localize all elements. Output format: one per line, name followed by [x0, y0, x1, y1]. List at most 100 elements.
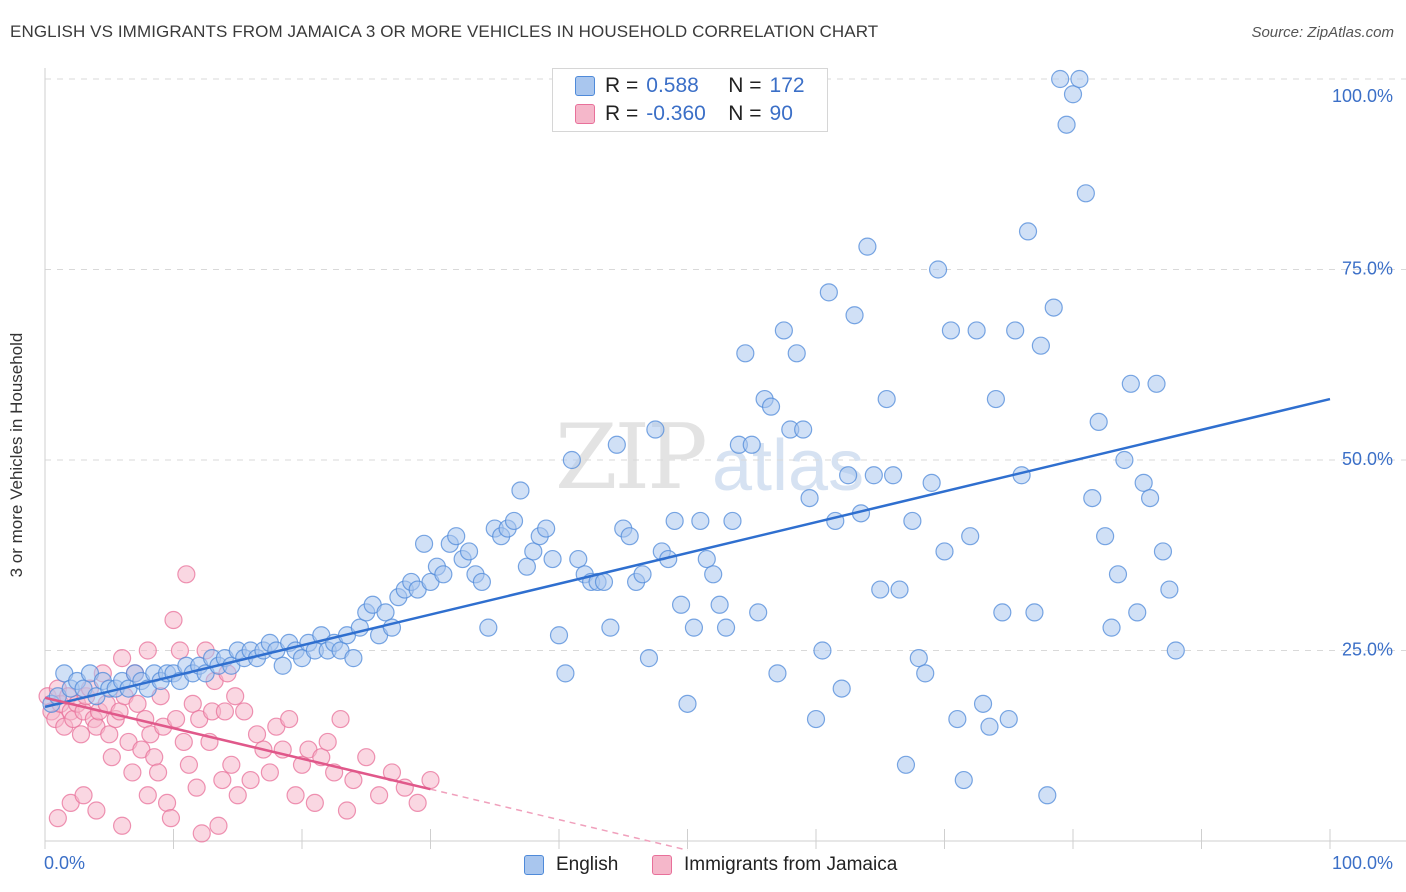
jamaica-point: [209, 816, 228, 835]
english-point: [948, 709, 967, 729]
english-point: [556, 664, 575, 683]
n-label: N =: [728, 74, 762, 97]
english-point: [973, 694, 993, 713]
english-point: [1134, 473, 1153, 492]
jamaica-swatch: [652, 855, 672, 875]
english-point: [883, 466, 903, 485]
jamaica-point: [183, 694, 202, 713]
english-point: [986, 389, 1006, 409]
english-trend-line: [44, 397, 1331, 709]
correlation-box: R = 0.588 N = 172 R = -0.360 N = 90: [552, 68, 828, 132]
english-point: [434, 565, 453, 584]
english-swatch: [575, 76, 595, 96]
jamaica-point: [166, 709, 186, 729]
english-point: [1121, 374, 1140, 393]
english-point: [524, 542, 543, 561]
legend-label-jamaica: Immigrants from Jamaica: [684, 854, 898, 875]
english-point: [511, 481, 530, 500]
correlation-row-jamaica: R = -0.360 N = 90: [575, 101, 793, 127]
jamaica-point: [241, 770, 260, 790]
english-point: [890, 580, 909, 599]
english-point: [704, 565, 723, 584]
jamaica-point: [48, 809, 67, 828]
jamaica-point: [145, 748, 164, 767]
jamaica-point: [344, 770, 363, 790]
english-point: [749, 603, 768, 622]
jamaica-point: [215, 702, 234, 721]
legend-item-jamaica[interactable]: Immigrants from Jamaica: [652, 852, 897, 878]
english-point: [1044, 298, 1063, 317]
english-point: [999, 709, 1018, 729]
jamaica-point: [286, 786, 305, 805]
r-label: R =: [605, 74, 639, 97]
english-point: [691, 511, 710, 531]
english-point: [877, 389, 896, 409]
jamaica-point: [138, 786, 157, 805]
n-value: 172: [769, 74, 805, 97]
jamaica-point: [177, 565, 196, 584]
english-point: [1153, 542, 1173, 561]
english-point: [787, 344, 806, 363]
english-point: [504, 511, 524, 531]
english-point: [684, 618, 704, 637]
english-point: [1083, 489, 1102, 508]
english-point: [800, 489, 819, 508]
jamaica-point: [260, 763, 279, 782]
english-point: [376, 603, 395, 622]
jamaica-point: [100, 725, 119, 744]
english-point: [896, 755, 916, 774]
english-point: [1128, 603, 1147, 622]
jamaica-point: [318, 732, 337, 752]
english-point: [678, 694, 697, 713]
english-point: [761, 397, 781, 416]
english-point: [594, 572, 614, 592]
jamaica-point: [71, 725, 91, 744]
jamaica-point: [148, 763, 168, 782]
english-point: [1089, 412, 1108, 431]
jamaica-point: [74, 786, 93, 805]
english-point: [517, 557, 536, 576]
english-point: [903, 511, 922, 531]
source-label: Source: ZipAtlas.com: [1251, 24, 1394, 41]
jamaica-point: [357, 748, 376, 767]
english-point: [864, 466, 883, 485]
jamaica-point: [331, 709, 350, 729]
jamaica-point: [102, 748, 121, 767]
jamaica-point: [170, 641, 190, 660]
chart-title: ENGLISH VS IMMIGRANTS FROM JAMAICA 3 OR …: [10, 22, 879, 41]
jamaica-point: [87, 801, 106, 820]
jamaica-swatch: [575, 104, 595, 124]
english-point: [806, 709, 826, 729]
english-point: [736, 344, 755, 363]
english-point: [607, 435, 626, 454]
english-point: [537, 519, 556, 538]
x-tick-label: 0.0%: [44, 853, 85, 873]
english-point: [639, 649, 659, 668]
jamaica-point: [305, 793, 324, 813]
x-tick-label: 100.0%: [1332, 853, 1393, 873]
english-point: [858, 237, 877, 256]
legend-item-english[interactable]: English: [524, 852, 618, 878]
english-point: [1076, 184, 1095, 203]
english-point: [716, 618, 736, 637]
english-point: [646, 420, 665, 439]
english-point: [601, 618, 620, 637]
english-point: [1051, 69, 1070, 89]
english-point: [633, 565, 652, 584]
english-point: [1031, 336, 1050, 355]
english-point: [620, 527, 639, 546]
english-point: [414, 534, 434, 553]
english-point: [1070, 69, 1089, 89]
n-value: 90: [769, 102, 793, 125]
english-point: [549, 626, 569, 645]
english-point: [819, 283, 838, 302]
english-point: [839, 466, 858, 485]
jamaica-point: [112, 649, 132, 668]
english-point: [273, 656, 292, 675]
english-point: [909, 649, 928, 668]
jamaica-point: [228, 786, 247, 805]
english-point: [813, 641, 832, 660]
english-point: [447, 527, 466, 546]
jamaica-point: [408, 793, 427, 813]
jamaica-point: [128, 694, 147, 713]
